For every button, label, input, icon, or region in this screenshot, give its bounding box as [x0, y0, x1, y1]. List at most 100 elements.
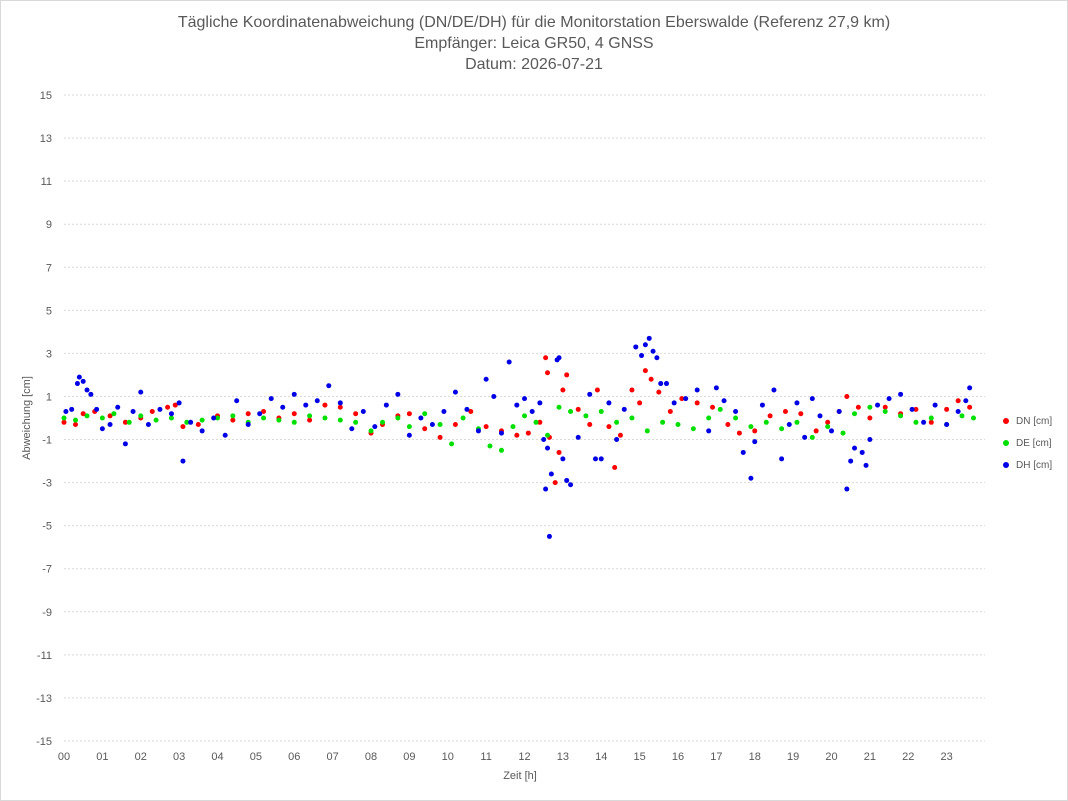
point-de: [545, 432, 551, 438]
point-dh: [498, 430, 504, 436]
point-dn: [172, 402, 178, 408]
point-dh: [88, 391, 94, 397]
y-axis-label: Abweichung [cm]: [21, 376, 33, 460]
point-dn: [944, 406, 950, 412]
point-de: [644, 428, 650, 434]
point-dn: [564, 372, 570, 378]
point-dh: [180, 458, 186, 464]
point-dh: [168, 411, 174, 417]
legend-label: DH [cm]: [1016, 459, 1053, 471]
point-dh: [222, 432, 228, 438]
point-dn: [452, 421, 458, 427]
point-dh: [944, 421, 950, 427]
point-dn: [149, 409, 155, 415]
point-dn: [637, 400, 643, 406]
point-dn: [955, 398, 961, 404]
point-dh: [633, 344, 639, 350]
x-tick-label: 06: [288, 751, 300, 763]
point-de: [959, 413, 965, 419]
point-dh: [779, 456, 785, 462]
point-de: [111, 411, 117, 417]
y-tick-label: -11: [37, 650, 52, 662]
point-dh: [99, 426, 105, 432]
point-dh: [740, 449, 746, 455]
point-dn: [307, 417, 313, 423]
point-de: [322, 415, 328, 421]
point-de: [510, 424, 516, 430]
point-dh: [829, 428, 834, 434]
point-dn: [594, 387, 600, 393]
point-dh: [844, 486, 850, 492]
x-tick-label: 21: [864, 751, 876, 763]
point-dn: [656, 389, 662, 395]
point-de: [898, 413, 904, 419]
point-dn: [261, 409, 267, 415]
point-de: [568, 409, 574, 415]
point-de: [583, 413, 589, 419]
point-dn: [552, 480, 558, 486]
point-dn: [967, 404, 973, 410]
point-dh: [733, 409, 739, 415]
point-dh: [475, 428, 481, 434]
point-de: [852, 411, 858, 417]
point-dh: [560, 456, 566, 462]
point-dh: [886, 396, 892, 402]
x-tick-label: 05: [250, 751, 262, 763]
point-dh: [234, 398, 240, 404]
point-dh: [84, 387, 90, 393]
point-dh: [372, 424, 378, 430]
point-dh: [548, 471, 554, 477]
point-dh: [395, 391, 401, 397]
chart-subtitle-receiver: Empfänger: Leica GR50, 4 GNSS: [414, 35, 654, 52]
point-dn: [437, 434, 443, 440]
data-points: [61, 335, 976, 539]
point-de: [748, 424, 754, 430]
point-dn: [825, 419, 831, 425]
x-tick-label: 14: [595, 751, 607, 763]
point-de: [184, 419, 190, 425]
point-dh: [642, 342, 648, 348]
point-dh: [138, 389, 144, 395]
point-dh: [575, 434, 581, 440]
point-dn: [667, 409, 673, 415]
point-dh: [541, 437, 547, 443]
point-dh: [606, 400, 612, 406]
point-de: [913, 419, 919, 425]
point-dh: [245, 421, 251, 427]
point-dn: [122, 419, 128, 425]
point-de: [61, 415, 67, 421]
point-de: [368, 428, 374, 434]
point-dh: [211, 415, 217, 421]
y-tick-label: 11: [41, 176, 52, 188]
x-tick-label: 17: [710, 751, 722, 763]
point-de: [614, 419, 620, 425]
point-de: [660, 419, 666, 425]
point-de: [882, 409, 888, 415]
point-dn: [337, 404, 343, 410]
point-dn: [353, 411, 359, 417]
point-de: [779, 426, 785, 432]
point-dn: [107, 413, 113, 419]
point-dh: [614, 437, 620, 443]
point-de: [717, 406, 723, 412]
point-dn: [180, 424, 186, 430]
point-dn: [468, 409, 474, 415]
y-tick-label: -5: [42, 521, 52, 533]
y-tick-label: 3: [46, 348, 52, 360]
point-dh: [863, 462, 869, 468]
point-dh: [383, 402, 389, 408]
point-dh: [598, 456, 604, 462]
x-tick-label: 08: [365, 751, 377, 763]
point-dh: [859, 449, 865, 455]
point-de: [276, 417, 282, 423]
point-dn: [245, 411, 251, 417]
point-dn: [813, 428, 819, 434]
point-dh: [621, 406, 627, 412]
point-dh: [303, 402, 309, 408]
x-tick-label: 03: [173, 751, 185, 763]
point-dn: [587, 421, 593, 427]
point-dh: [671, 400, 677, 406]
point-de: [533, 419, 539, 425]
point-dh: [556, 355, 562, 361]
point-de: [99, 415, 105, 421]
